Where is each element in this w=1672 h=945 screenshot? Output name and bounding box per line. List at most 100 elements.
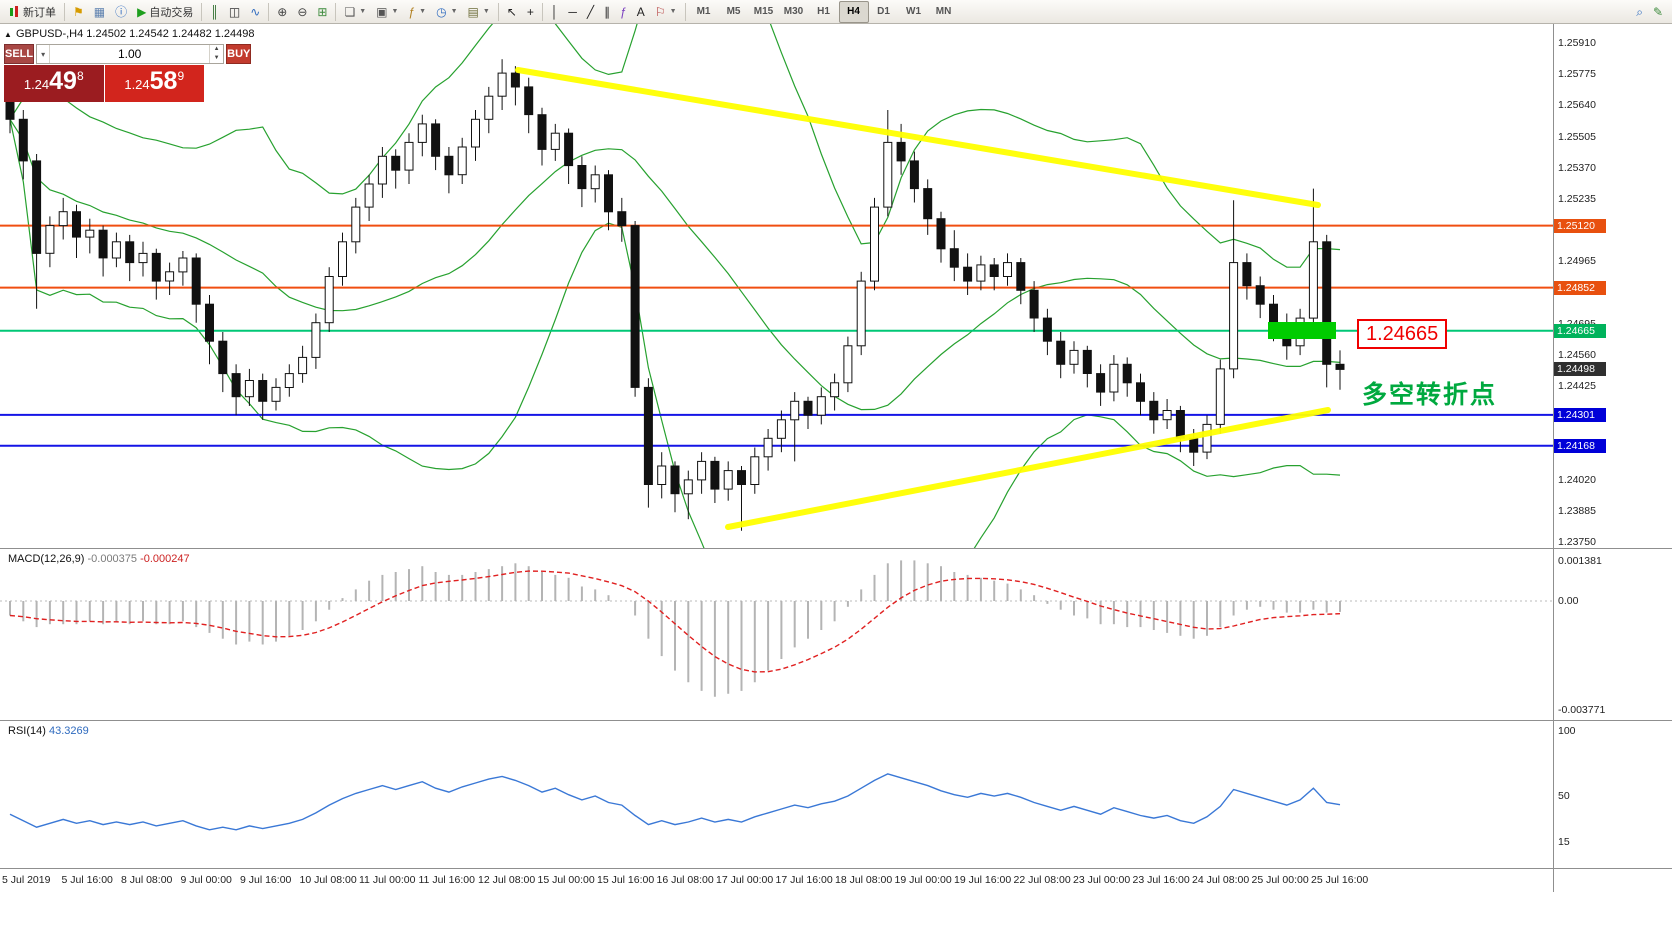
candle <box>843 336 853 393</box>
trade-panel-prices: 1.24 49 8 1.24 58 9 <box>4 65 204 102</box>
vline-icon: │ <box>550 4 559 19</box>
candle <box>125 234 135 282</box>
volume-dropdown-icon[interactable]: ▾ <box>37 45 51 63</box>
bar-chart-button[interactable]: ║ <box>205 1 224 23</box>
charts-grid-button[interactable]: ▦ <box>89 1 110 23</box>
equidistant-channel-button[interactable]: ∥ <box>599 1 615 23</box>
candle-body <box>391 155 401 171</box>
candle-body <box>870 206 879 282</box>
main-chart-region[interactable]: ▲ GBPUSD-,H4 1.24502 1.24542 1.24482 1.2… <box>0 24 1672 548</box>
candlestick-chart[interactable] <box>0 24 1672 548</box>
zoom-out-button[interactable]: ⊖ <box>292 1 312 23</box>
indicators-button[interactable]: ƒ ▼ <box>403 1 431 23</box>
cursor-button[interactable]: ↖ <box>502 1 522 23</box>
stepper-up-icon[interactable]: ▲ <box>213 46 220 52</box>
new-order-button[interactable]: 新订单 <box>4 1 61 23</box>
candle <box>404 133 414 184</box>
candle <box>45 216 55 268</box>
candle <box>936 211 946 263</box>
candle <box>577 156 587 208</box>
buy-price-display[interactable]: 1.24 58 9 <box>104 65 204 102</box>
timeframe-m1[interactable]: M1 <box>696 6 711 17</box>
timeframe-w1[interactable]: W1 <box>906 6 922 17</box>
candle <box>524 77 534 134</box>
time-label: 10 Jul 08:00 <box>299 874 357 886</box>
upper-trendline[interactable] <box>515 67 1321 208</box>
candle-body <box>803 400 813 416</box>
clock-icon: ◷ <box>436 4 447 19</box>
periods-button[interactable]: ◷ ▼ <box>431 1 462 23</box>
candle-body <box>125 241 135 264</box>
new-chart-button[interactable]: ❏ ▼ <box>339 1 371 23</box>
trendline-icon: ╱ <box>586 4 595 19</box>
rsi-chart[interactable] <box>0 721 1672 869</box>
horizontal-line-button[interactable]: ─ <box>563 1 582 23</box>
vertical-line-button[interactable]: │ <box>546 1 564 23</box>
trendline-button[interactable]: ╱ <box>582 1 599 23</box>
stepper-down-icon[interactable]: ▼ <box>213 55 220 61</box>
timeframe-h1[interactable]: H1 <box>817 6 830 17</box>
highlight-zone[interactable] <box>1268 322 1336 339</box>
symbol-info: GBPUSD-,H4 1.24502 1.24542 1.24482 1.244… <box>16 28 255 40</box>
time-label: 16 Jul 08:00 <box>656 874 714 886</box>
timeframe-mn[interactable]: MN <box>935 6 952 17</box>
candle-body <box>816 396 826 416</box>
profiles-button[interactable]: ▣ ▼ <box>371 1 403 23</box>
candle-body <box>98 229 108 259</box>
timeframe-m5[interactable]: M5 <box>726 6 741 17</box>
macd-signal-line <box>9 570 1341 673</box>
candle <box>737 466 746 531</box>
rsi-panel[interactable]: RSI(14) 43.3269 100 50 15 <box>0 720 1672 868</box>
candle-body <box>723 470 733 490</box>
lower-trendline[interactable] <box>725 407 1331 530</box>
price-axis-border <box>1553 24 1554 892</box>
arrows-button[interactable]: ⚐ ▼ <box>650 1 682 23</box>
volume-stepper[interactable]: ▲ ▼ <box>209 45 223 63</box>
candle-body <box>936 218 946 250</box>
timeframe-m15[interactable]: M15 <box>753 6 774 17</box>
chart-window-icon: ▦ <box>93 4 106 19</box>
candle-body <box>244 380 254 398</box>
turning-point-label[interactable]: 多空转折点 <box>1362 381 1498 409</box>
buy-button[interactable]: BUY <box>226 44 252 64</box>
macd-panel[interactable]: MACD(12,26,9) -0.000375 -0.000247 0.0013… <box>0 548 1672 720</box>
candle-body <box>138 252 148 264</box>
macd-chart[interactable] <box>0 549 1672 721</box>
alerts-button[interactable]: ⚑ <box>68 1 89 23</box>
line-chart-button[interactable]: ∿ <box>245 1 265 23</box>
sell-price-display[interactable]: 1.24 49 8 <box>4 65 104 102</box>
candle <box>683 470 693 520</box>
timeframe-d1[interactable]: D1 <box>877 6 890 17</box>
fibonacci-button[interactable]: ƒ <box>615 1 632 23</box>
candle <box>976 255 986 291</box>
volume-input[interactable] <box>50 45 210 63</box>
symbol-search-button[interactable]: ⌕ <box>1631 1 1648 23</box>
candle-body <box>1029 289 1039 319</box>
candlestick-chart-button[interactable]: ◫ <box>224 1 245 23</box>
time-axis[interactable]: 5 Jul 2019 5 Jul 16:00 8 Jul 08:00 9 Jul 00… <box>0 868 1672 892</box>
price-tick: 1.25235 <box>1558 193 1596 205</box>
candle <box>1016 258 1026 305</box>
sell-button[interactable]: SELL <box>4 44 35 64</box>
time-label: 18 Jul 08:00 <box>835 874 893 886</box>
candle-body <box>976 264 986 282</box>
crosshair-button[interactable]: + <box>522 1 539 23</box>
candle-body <box>657 465 667 485</box>
toolbar-separator <box>541 2 543 21</box>
timeframe-m30[interactable]: M30 <box>783 6 804 17</box>
text-button[interactable]: A <box>632 1 650 23</box>
data-window-button[interactable]: ⓘ <box>110 1 132 23</box>
quick-edit-button[interactable]: ✎ <box>1648 1 1668 23</box>
auto-arrange-button[interactable]: ⊞ <box>312 1 332 23</box>
templates-button[interactable]: ▤ ▼ <box>463 1 495 23</box>
candle-body <box>58 211 68 227</box>
autotrading-button[interactable]: ▶ 自动交易 <box>132 1 198 23</box>
time-label: 11 Jul 00:00 <box>359 874 416 886</box>
candle-body <box>550 132 560 150</box>
zoom-in-button[interactable]: ⊕ <box>272 1 292 23</box>
price-callout[interactable]: 1.24665 <box>1357 319 1448 349</box>
candle-body <box>271 386 281 402</box>
timeframe-h4[interactable]: H4 <box>838 0 869 23</box>
time-label: 23 Jul 16:00 <box>1132 874 1190 886</box>
candle <box>364 174 374 221</box>
